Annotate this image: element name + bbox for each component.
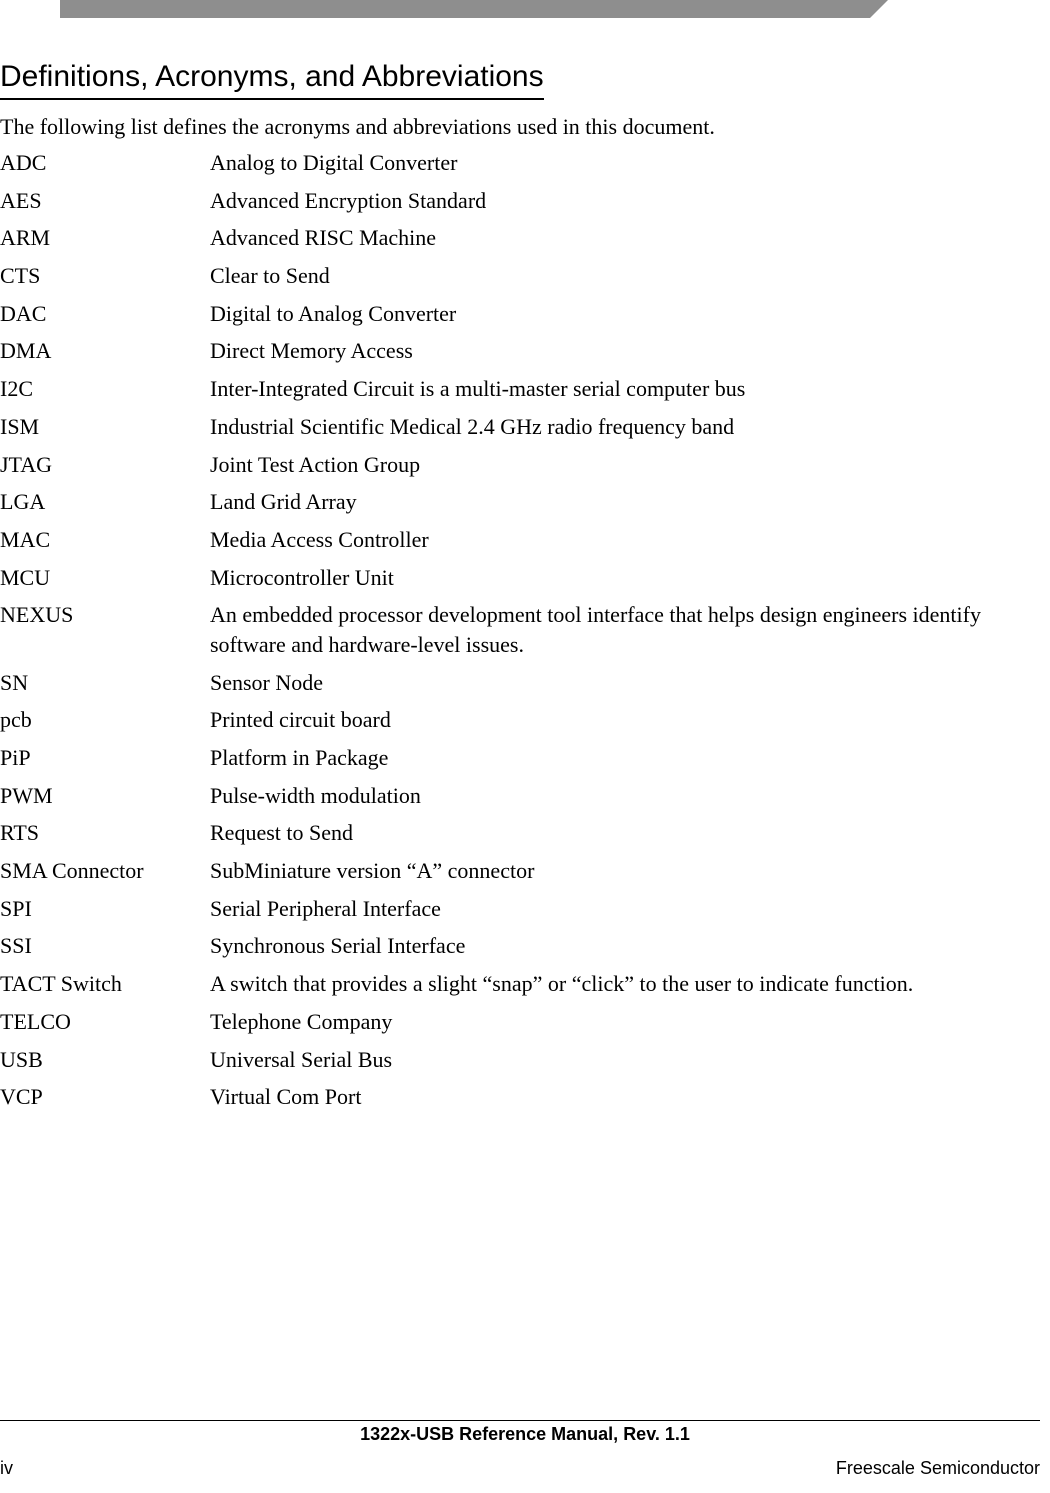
definition-row: LGALand Grid Array xyxy=(0,487,1040,517)
definition-term: DAC xyxy=(0,299,210,329)
definition-row: AESAdvanced Encryption Standard xyxy=(0,186,1040,216)
definition-row: ISMIndustrial Scientific Medical 2.4 GHz… xyxy=(0,412,1040,442)
definition-description: Digital to Analog Converter xyxy=(210,299,1040,329)
definition-row: USBUniversal Serial Bus xyxy=(0,1045,1040,1075)
definition-description: Microcontroller Unit xyxy=(210,563,1040,593)
definition-row: SPISerial Peripheral Interface xyxy=(0,894,1040,924)
definition-term: USB xyxy=(0,1045,210,1075)
definition-description: Sensor Node xyxy=(210,668,1040,698)
definition-term: JTAG xyxy=(0,450,210,480)
intro-paragraph: The following list defines the acronyms … xyxy=(0,114,1040,140)
footer-page-number: iv xyxy=(0,1458,13,1479)
definition-row: RTSRequest to Send xyxy=(0,818,1040,848)
definition-term: CTS xyxy=(0,261,210,291)
definition-description: Land Grid Array xyxy=(210,487,1040,517)
definition-description: An embedded processor development tool i… xyxy=(210,600,1040,659)
definition-term: AES xyxy=(0,186,210,216)
definition-description: Universal Serial Bus xyxy=(210,1045,1040,1075)
definition-row: PiPPlatform in Package xyxy=(0,743,1040,773)
definition-term: DMA xyxy=(0,336,210,366)
definition-description: Direct Memory Access xyxy=(210,336,1040,366)
definition-description: Advanced Encryption Standard xyxy=(210,186,1040,216)
definition-description: Request to Send xyxy=(210,818,1040,848)
definition-description: Telephone Company xyxy=(210,1007,1040,1037)
definition-term: VCP xyxy=(0,1082,210,1112)
definition-description: Advanced RISC Machine xyxy=(210,223,1040,253)
definition-row: MACMedia Access Controller xyxy=(0,525,1040,555)
definition-row: CTSClear to Send xyxy=(0,261,1040,291)
definition-row: DACDigital to Analog Converter xyxy=(0,299,1040,329)
definition-description: Industrial Scientific Medical 2.4 GHz ra… xyxy=(210,412,1040,442)
definition-row: MCUMicrocontroller Unit xyxy=(0,563,1040,593)
definition-row: SMA ConnectorSubMiniature version “A” co… xyxy=(0,856,1040,886)
definition-term: SMA Connector xyxy=(0,856,210,886)
definition-description: Clear to Send xyxy=(210,261,1040,291)
footer-line: iv Freescale Semiconductor xyxy=(0,1458,1040,1479)
definition-row: DMADirect Memory Access xyxy=(0,336,1040,366)
definition-row: PWMPulse-width modulation xyxy=(0,781,1040,811)
definition-term: ISM xyxy=(0,412,210,442)
definition-description: Inter-Integrated Circuit is a multi-mast… xyxy=(210,374,1040,404)
definition-description: Pulse-width modulation xyxy=(210,781,1040,811)
definition-term: LGA xyxy=(0,487,210,517)
definition-row: NEXUSAn embedded processor development t… xyxy=(0,600,1040,659)
definition-row: TELCOTelephone Company xyxy=(0,1007,1040,1037)
definition-description: Joint Test Action Group xyxy=(210,450,1040,480)
definition-term: NEXUS xyxy=(0,600,210,630)
definition-row: pcbPrinted circuit board xyxy=(0,705,1040,735)
definition-term: PiP xyxy=(0,743,210,773)
footer-doc-title: 1322x-USB Reference Manual, Rev. 1.1 xyxy=(0,1424,1050,1445)
definition-row: I2CInter-Integrated Circuit is a multi-m… xyxy=(0,374,1040,404)
definition-term: MCU xyxy=(0,563,210,593)
definition-term: pcb xyxy=(0,705,210,735)
definition-row: ARMAdvanced RISC Machine xyxy=(0,223,1040,253)
footer-company: Freescale Semiconductor xyxy=(836,1458,1040,1479)
definition-row: SNSensor Node xyxy=(0,668,1040,698)
definition-description: SubMiniature version “A” connector xyxy=(210,856,1040,886)
definition-term: ADC xyxy=(0,148,210,178)
section-heading: Definitions, Acronyms, and Abbreviations xyxy=(0,60,544,100)
definition-description: Analog to Digital Converter xyxy=(210,148,1040,178)
definition-term: MAC xyxy=(0,525,210,555)
definition-row: JTAGJoint Test Action Group xyxy=(0,450,1040,480)
definition-row: TACT SwitchA switch that provides a slig… xyxy=(0,969,1040,999)
definition-description: Platform in Package xyxy=(210,743,1040,773)
definition-term: TELCO xyxy=(0,1007,210,1037)
definition-term: SSI xyxy=(0,931,210,961)
definition-description: A switch that provides a slight “snap” o… xyxy=(210,969,1040,999)
definition-description: Virtual Com Port xyxy=(210,1082,1040,1112)
definition-description: Printed circuit board xyxy=(210,705,1040,735)
definition-description: Synchronous Serial Interface xyxy=(210,931,1040,961)
page-content: Definitions, Acronyms, and Abbreviations… xyxy=(0,60,1050,1120)
definition-term: TACT Switch xyxy=(0,969,210,999)
definition-description: Media Access Controller xyxy=(210,525,1040,555)
definition-term: PWM xyxy=(0,781,210,811)
definition-row: SSISynchronous Serial Interface xyxy=(0,931,1040,961)
definition-term: ARM xyxy=(0,223,210,253)
definitions-list: ADCAnalog to Digital ConverterAESAdvance… xyxy=(0,148,1040,1112)
definition-term: SN xyxy=(0,668,210,698)
definition-term: I2C xyxy=(0,374,210,404)
definition-row: VCPVirtual Com Port xyxy=(0,1082,1040,1112)
footer-rule xyxy=(0,1420,1040,1421)
header-accent-bar xyxy=(60,0,870,18)
definition-description: Serial Peripheral Interface xyxy=(210,894,1040,924)
definition-term: RTS xyxy=(0,818,210,848)
definition-row: ADCAnalog to Digital Converter xyxy=(0,148,1040,178)
definition-term: SPI xyxy=(0,894,210,924)
